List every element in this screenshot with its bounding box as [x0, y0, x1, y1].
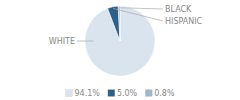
legend-item: 0.8%	[145, 89, 175, 98]
slice-label: HISPANIC	[165, 17, 203, 26]
legend: 94.1% 5.0% 0.8%	[65, 89, 174, 98]
legend-label: 94.1%	[74, 89, 100, 98]
legend-swatch	[145, 90, 152, 97]
chart: WHITE HISPANIC BLACK 94.1% 5.0% 0.8%	[0, 0, 240, 100]
legend-label: 0.8%	[154, 89, 175, 98]
slice-label: WHITE	[49, 37, 75, 46]
leader-line	[119, 8, 163, 9]
legend-item: 94.1%	[65, 89, 100, 98]
leader-line	[113, 8, 163, 21]
pie-slice	[108, 6, 120, 41]
pie-slice	[118, 6, 120, 41]
annotations: WHITE HISPANIC BLACK	[49, 5, 203, 46]
legend-swatch	[65, 90, 72, 97]
leader-line	[77, 41, 94, 42]
legend-item: 5.0%	[108, 89, 138, 98]
legend-swatch	[108, 90, 115, 97]
legend-label: 5.0%	[117, 89, 138, 98]
slice-label: BLACK	[165, 5, 192, 14]
